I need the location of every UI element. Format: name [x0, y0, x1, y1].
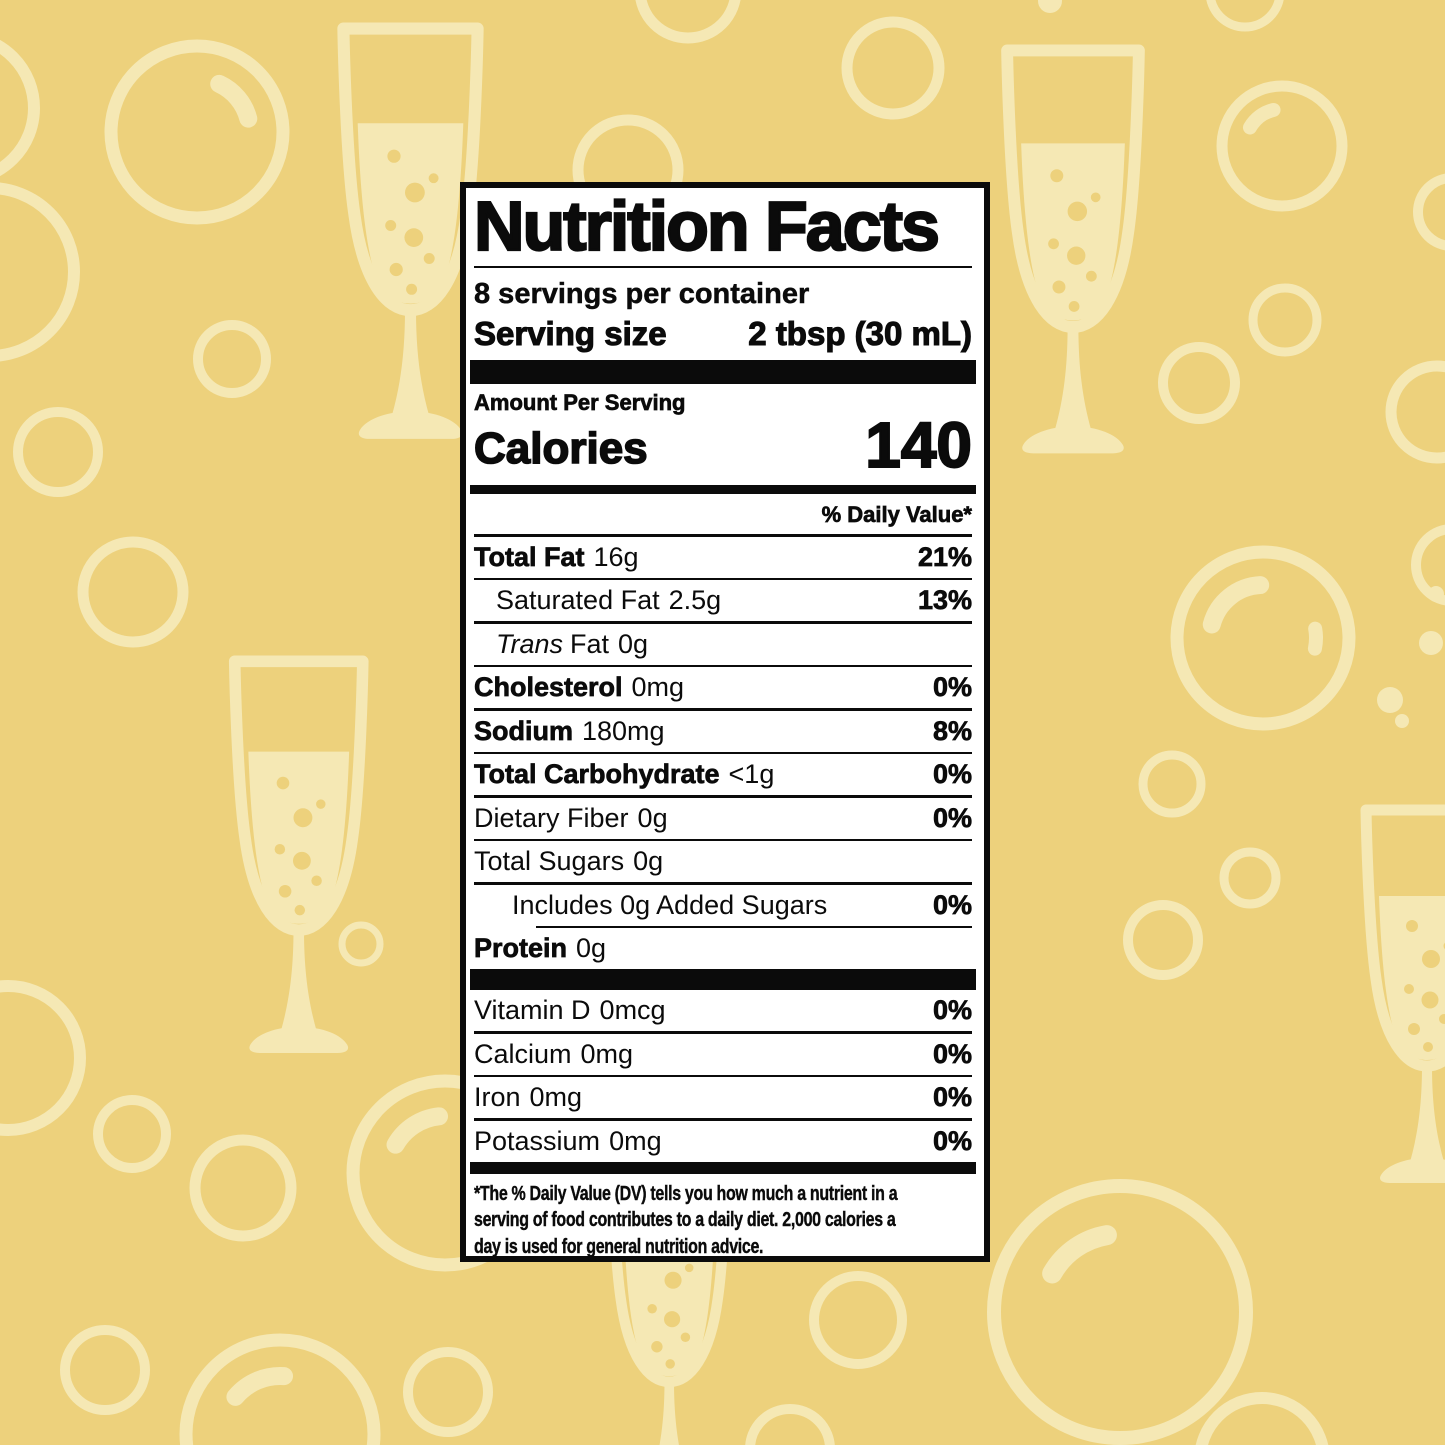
divider	[474, 1074, 972, 1078]
daily-value-header: % Daily Value*	[821, 502, 972, 528]
amount-per-serving: Amount Per Serving	[474, 390, 686, 416]
divider	[474, 795, 972, 798]
nutrient-row-protein: Protein 0g	[474, 933, 607, 964]
divider	[474, 265, 972, 268]
divider	[474, 577, 972, 581]
thick-divider	[470, 969, 976, 991]
servings-per-container: 8 servings per container	[474, 277, 810, 310]
divider	[474, 1118, 972, 1121]
nutrient-row-total-sugars: Total Sugars 0g	[474, 846, 664, 877]
thick-divider	[470, 1161, 976, 1174]
divider	[474, 664, 972, 668]
calories-label: Calories	[473, 424, 648, 474]
nutrition-facts-label: Nutrition Facts 8 servings per container…	[460, 182, 990, 1262]
divider	[474, 708, 972, 711]
serving-size-value: 2 tbsp (30 mL)	[748, 314, 973, 352]
vitamin-row-calcium: Calcium 0mg 0%	[474, 1038, 972, 1070]
calories-value: 140	[864, 409, 973, 482]
serving-size-row: Serving size 2 tbsp (30 mL)	[473, 314, 973, 354]
vitamin-row-potassium: Potassium 0mg 0%	[474, 1125, 972, 1157]
nutrient-row-total-fat: Total Fat 16g 21%	[474, 541, 973, 573]
divider	[474, 751, 972, 755]
nutrient-row-saturated-fat: Saturated Fat 2.5g 13%	[496, 585, 972, 616]
calories-row: Calories 140	[473, 409, 973, 482]
divider	[474, 882, 972, 885]
medium-divider	[470, 485, 976, 495]
nutrient-row-total-carbohydrate: Total Carbohydrate <1g 0%	[474, 759, 973, 790]
divider-indented	[536, 925, 972, 929]
vitamin-row-iron: Iron 0mg 0%	[474, 1082, 972, 1113]
thick-divider	[470, 360, 976, 385]
nutrient-row-added-sugars: Includes 0g Added Sugars 0%	[512, 889, 972, 921]
divider	[474, 621, 972, 624]
nutrient-row-trans-fat: Trans Fat 0g	[496, 628, 649, 659]
daily-value-footnote: *The % Daily Value (DV) tells you how mu…	[474, 1182, 898, 1258]
nutrient-row-sodium: Sodium 180mg 8%	[474, 715, 973, 747]
divider	[474, 838, 972, 842]
nutrient-row-cholesterol: Cholesterol 0mg 0%	[474, 672, 973, 703]
nutrient-row-dietary-fiber: Dietary Fiber 0g 0%	[474, 802, 972, 834]
divider	[474, 1031, 972, 1034]
divider	[474, 534, 972, 537]
label-title: Nutrition Facts	[473, 187, 941, 265]
serving-size-label: Serving size	[473, 314, 667, 352]
vitamin-row-vitamin-d: Vitamin D 0mcg 0%	[474, 995, 972, 1026]
